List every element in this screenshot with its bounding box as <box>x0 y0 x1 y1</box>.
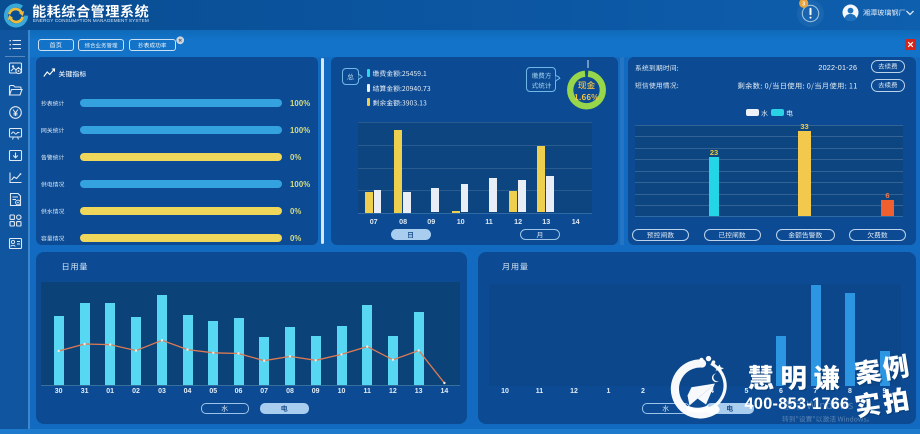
svg-text:3: 3 <box>802 1 805 7</box>
